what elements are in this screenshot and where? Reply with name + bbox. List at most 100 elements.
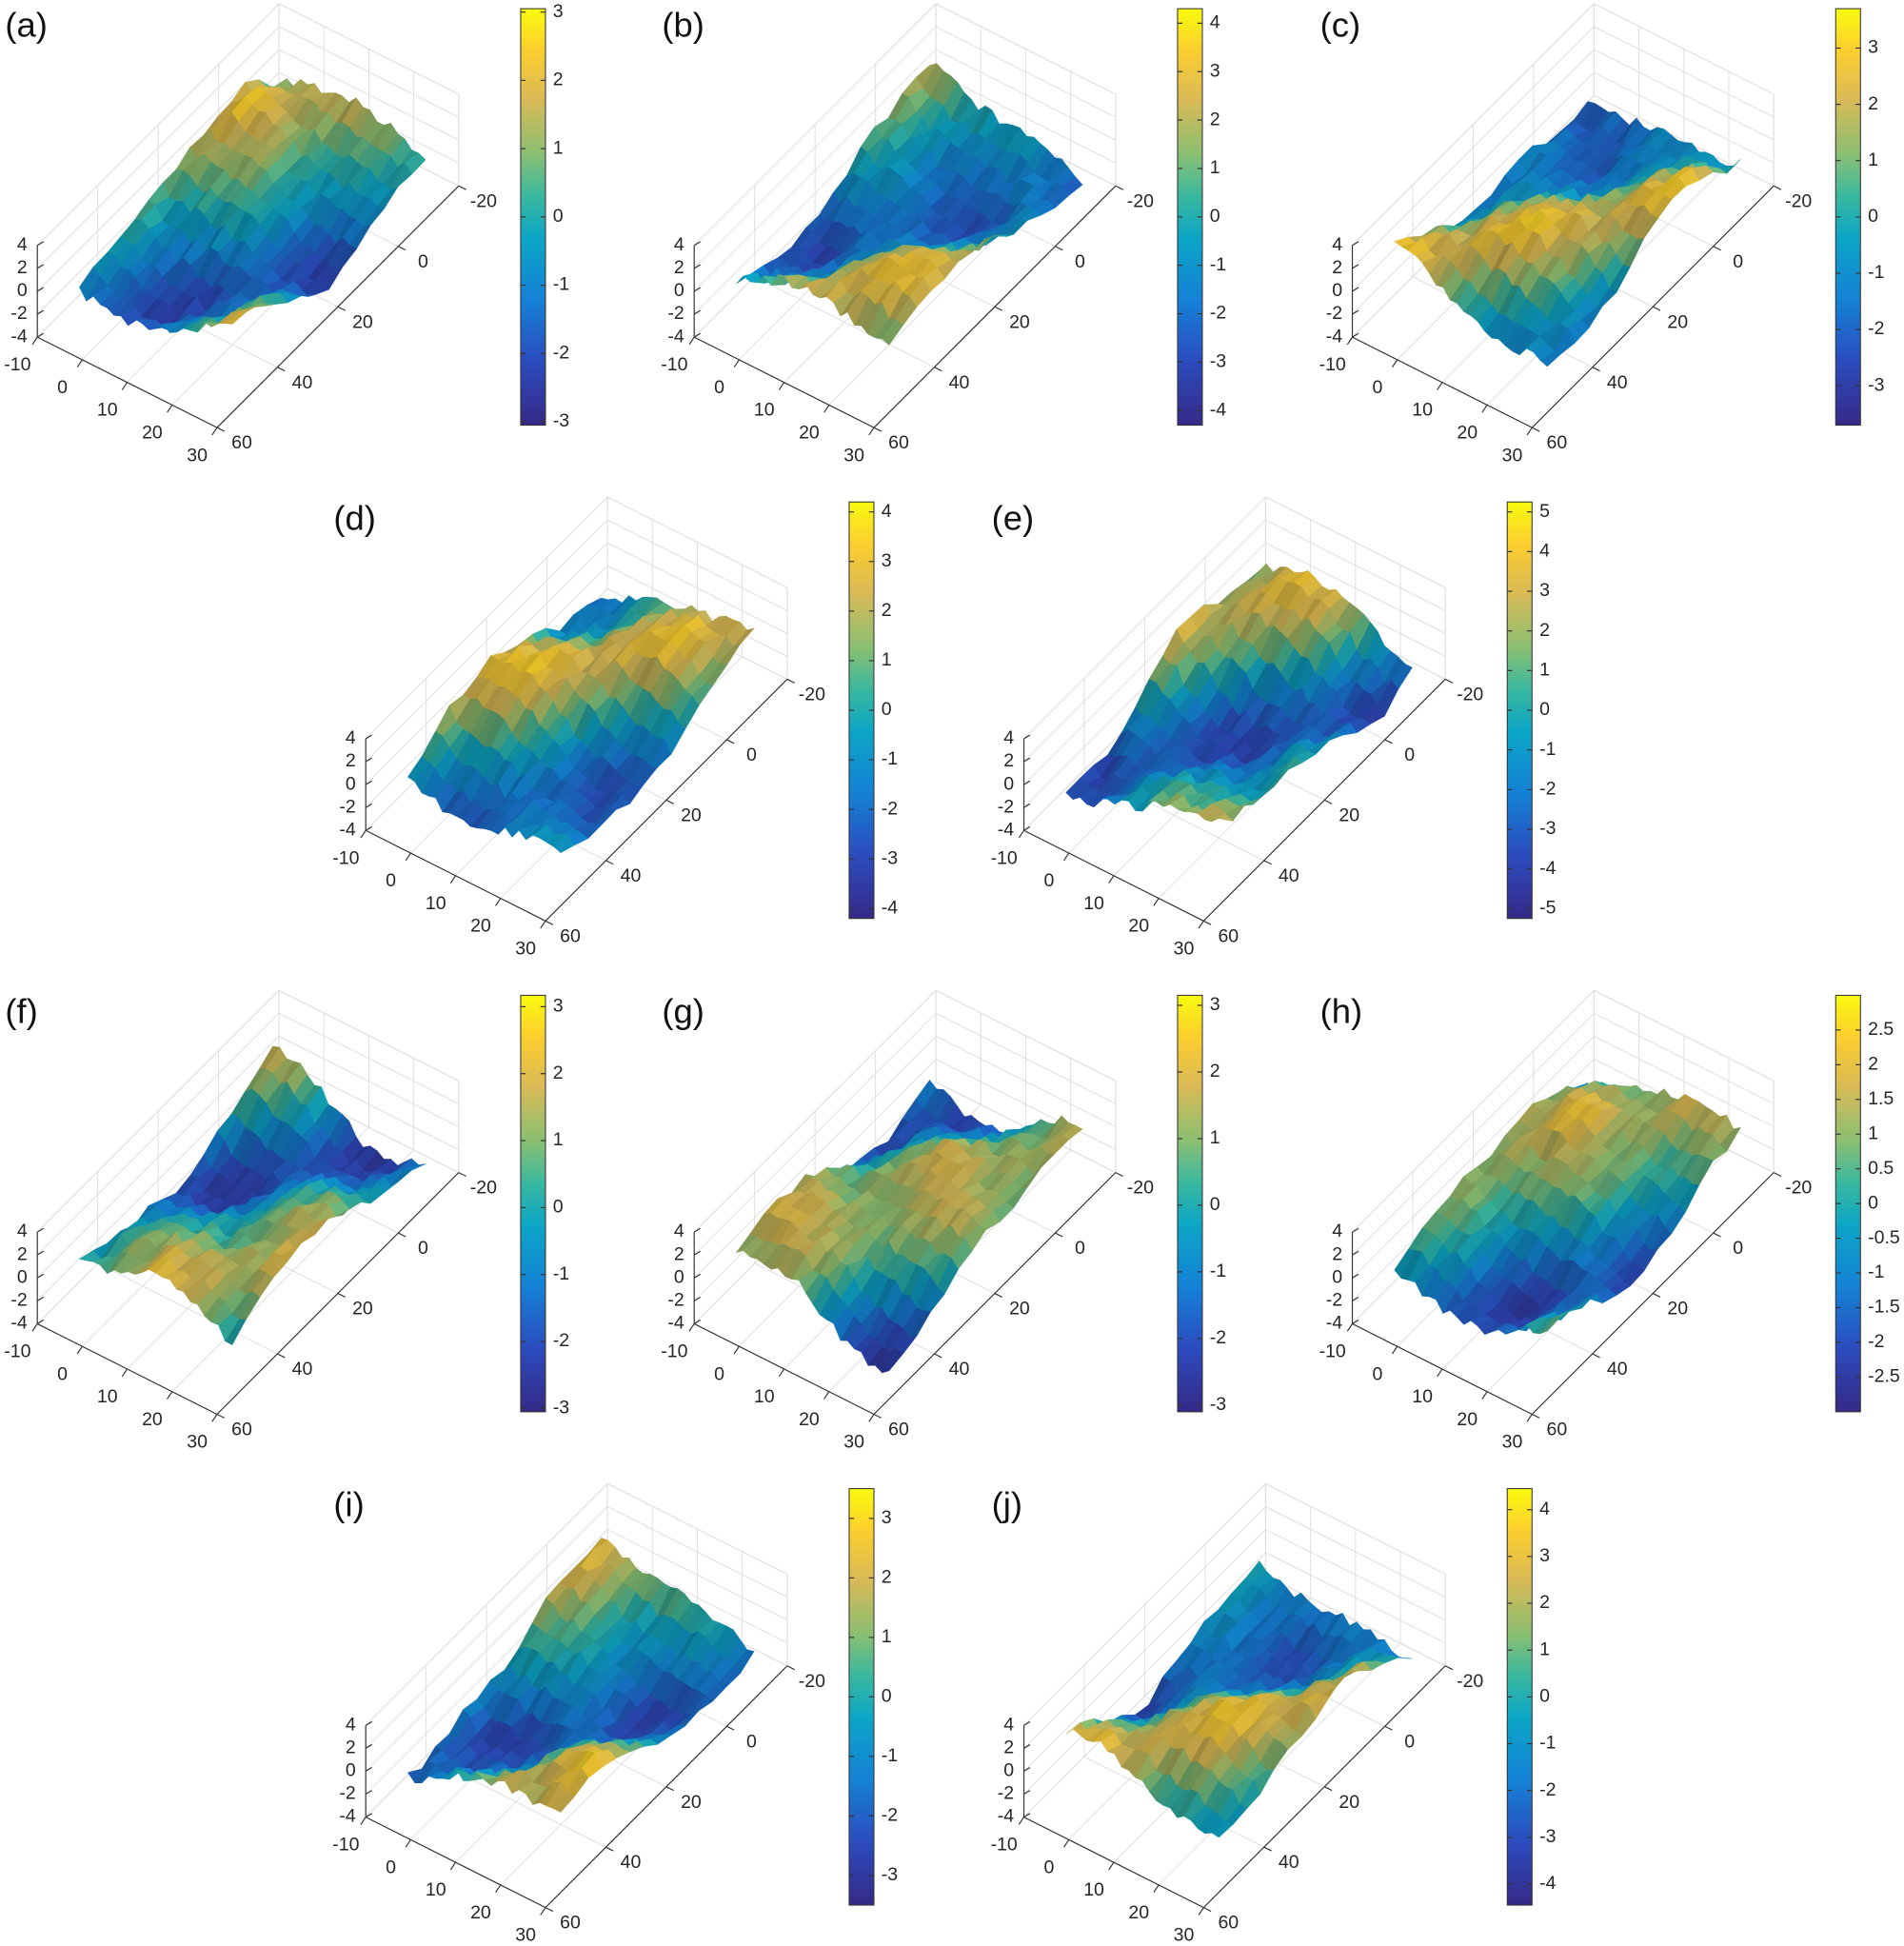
z-tick-label: 2 (346, 1738, 356, 1758)
colorbar-tick-label: -3 (1210, 351, 1226, 372)
surface-patch (1211, 1822, 1234, 1838)
surface-patch (1539, 1315, 1562, 1335)
z-tick-label: -2 (339, 796, 355, 817)
y-tick (1323, 1786, 1333, 1792)
grid-line (1265, 542, 1446, 634)
z-tick-label: 2 (1332, 1243, 1342, 1264)
panel: -100102030-200204060-4-2024(e)-5-4-3-2-1… (991, 496, 1557, 959)
z-tick (693, 241, 702, 247)
colorbar-tick-label: 0 (553, 1197, 564, 1218)
y-tick-label: 40 (1279, 865, 1299, 886)
x-tick-label: -10 (991, 847, 1018, 868)
colorbar-tick-label: 0 (1210, 206, 1220, 227)
z-tick-label: -4 (10, 326, 27, 347)
z-tick (1352, 1227, 1359, 1233)
z-tick (1352, 1296, 1359, 1301)
x-tick (1018, 1817, 1024, 1825)
grid-line (1023, 1529, 1266, 1772)
x-tick-label: 10 (754, 1386, 775, 1407)
z-tick-label: 4 (17, 234, 28, 255)
z-tick-label: -4 (339, 819, 355, 840)
x-tick-label: 20 (470, 1902, 491, 1923)
x-tick-label: 20 (799, 1409, 820, 1430)
colorbar-tick-label: 3 (1539, 1545, 1550, 1566)
grid-line (1023, 542, 1266, 785)
x-tick (1346, 1323, 1354, 1332)
y-tick-label: 20 (352, 311, 373, 332)
z-tick (1023, 1743, 1031, 1749)
z-tick (365, 1813, 373, 1818)
z-tick-label: 0 (1332, 280, 1342, 301)
y-tick-label: 20 (1339, 804, 1359, 825)
y-tick-label: 60 (231, 1420, 252, 1440)
y-tick-label: 0 (1733, 1238, 1743, 1259)
z-tick-label: -4 (667, 326, 684, 347)
z-tick-label: -2 (339, 1783, 355, 1804)
surface (735, 1080, 1083, 1374)
z-tick-label: 0 (346, 773, 356, 794)
z-tick (365, 803, 373, 808)
z-tick-label: -2 (667, 1290, 684, 1311)
colorbar-tick-label: -3 (1868, 374, 1884, 395)
y-tick (1652, 1293, 1661, 1298)
z-tick-label: 4 (17, 1221, 28, 1241)
y-tick (786, 678, 795, 684)
y-tick (665, 799, 674, 804)
x-tick-label: 30 (1502, 1432, 1523, 1453)
x-tick (733, 359, 740, 368)
z-tick (1352, 332, 1359, 338)
x-tick (868, 1414, 875, 1422)
colorbar-tick-label: 1.5 (1868, 1088, 1894, 1109)
colorbar-tick-label: -2 (1210, 1327, 1226, 1348)
axis-line (1023, 829, 1204, 922)
y-tick-label: 60 (888, 1420, 909, 1440)
colorbar-tick-label: -4 (1539, 1873, 1556, 1894)
x-tick (823, 405, 830, 413)
z-tick-label: 2 (1003, 1738, 1014, 1758)
grid-line (36, 1012, 280, 1256)
y-tick (458, 185, 466, 190)
colorbar-tick-label: -4 (1210, 399, 1226, 420)
y-tick-label: 60 (560, 925, 581, 946)
y-tick (1444, 1665, 1454, 1671)
panel: -100102030-200204060-4-2024(b)-4-3-2-101… (661, 3, 1226, 466)
grid-line (606, 542, 788, 634)
y-tick (873, 1413, 883, 1419)
colorbar-tick-label: -1.5 (1868, 1297, 1900, 1318)
colorbar-tick-label: -1 (1868, 262, 1884, 283)
z-tick (365, 1767, 373, 1772)
y-tick-label: 60 (1546, 1420, 1567, 1440)
z-tick (693, 1320, 702, 1324)
x-tick (1018, 829, 1024, 839)
x-tick (167, 1391, 173, 1400)
panel-title: (c) (1320, 5, 1361, 44)
z-tick-label: 0 (674, 1266, 684, 1287)
x-tick (1063, 1839, 1070, 1848)
x-tick-label: 20 (1128, 1902, 1149, 1923)
z-tick (36, 1320, 45, 1324)
z-tick (36, 1227, 45, 1233)
y-tick (786, 1665, 795, 1671)
surface-patch (882, 1348, 903, 1374)
x-tick (1153, 898, 1160, 906)
z-tick (1023, 1767, 1031, 1772)
x-tick (823, 1391, 830, 1400)
axis-line (1023, 1817, 1204, 1909)
z-tick (1023, 1790, 1031, 1796)
panel-title: (g) (662, 992, 704, 1031)
x-tick-label: 30 (187, 445, 208, 466)
z-tick-label: 4 (346, 727, 356, 748)
z-tick (693, 1296, 702, 1301)
x-tick (1526, 1414, 1533, 1422)
x-tick (1437, 1368, 1443, 1378)
colorbar-tick-label: -0.5 (1868, 1227, 1900, 1248)
z-tick (36, 1250, 45, 1256)
x-tick (121, 382, 129, 390)
y-tick (726, 1725, 735, 1731)
colorbar-tick-label: 1 (1868, 1122, 1878, 1143)
panel-title: (i) (333, 1485, 364, 1524)
colorbar-tick-label: 1 (882, 1626, 892, 1647)
z-tick-label: -2 (667, 303, 684, 324)
x-tick-label: 30 (1174, 1925, 1195, 1946)
